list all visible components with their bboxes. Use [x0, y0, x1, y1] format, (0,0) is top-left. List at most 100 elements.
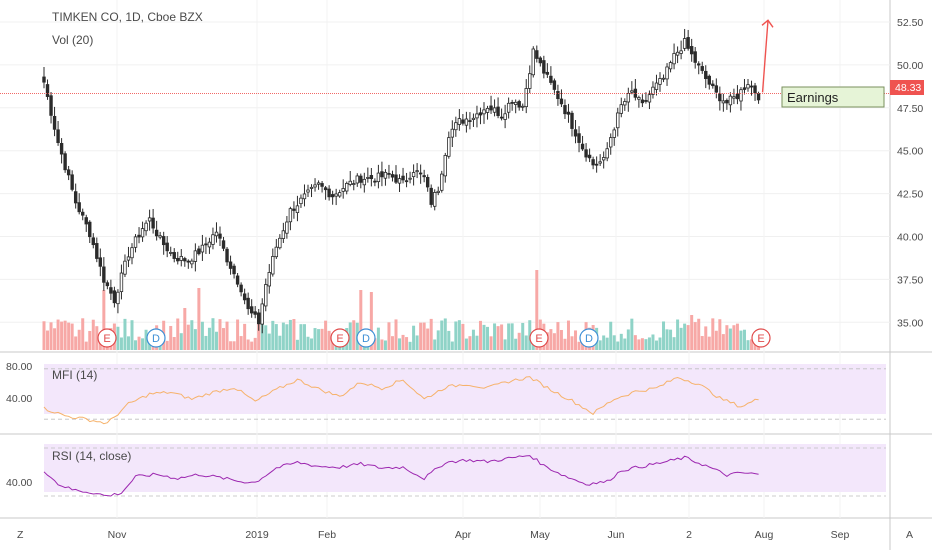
- candle-down: [172, 252, 176, 259]
- candle-down: [49, 95, 53, 116]
- event-letter: D: [585, 333, 593, 345]
- candle-down: [373, 180, 377, 183]
- candle-up: [264, 284, 268, 307]
- volume-bar: [77, 329, 81, 350]
- candle-down: [151, 217, 155, 229]
- volume-bar: [232, 341, 236, 350]
- volume-bar: [433, 339, 437, 350]
- candle-up: [433, 192, 437, 207]
- candle-down: [496, 106, 500, 117]
- volume-bar: [746, 340, 750, 350]
- rsi-label[interactable]: RSI (14, close): [52, 449, 131, 463]
- volume-label[interactable]: Vol (20): [52, 33, 93, 47]
- candle-up: [415, 170, 419, 173]
- candle-down: [418, 172, 423, 175]
- volume-bar: [95, 326, 99, 350]
- candle-down: [704, 70, 708, 80]
- mfi-label[interactable]: MFI (14): [52, 368, 97, 382]
- candle-up: [130, 247, 134, 259]
- volume-bar: [461, 323, 465, 350]
- candle-up: [383, 171, 388, 179]
- candle-down: [84, 217, 88, 225]
- earnings-event-marker[interactable]: E: [751, 328, 771, 348]
- volume-bar: [725, 325, 729, 350]
- volume-bar: [56, 319, 60, 350]
- candle-up: [348, 180, 352, 185]
- candle-down: [425, 176, 430, 188]
- candle-up: [337, 192, 342, 197]
- event-circle: [146, 328, 166, 348]
- volume-bar: [390, 336, 394, 350]
- volume-bar: [559, 329, 563, 350]
- earnings-event-marker[interactable]: E: [330, 328, 350, 348]
- volume-bar: [408, 341, 412, 350]
- volume-bar: [489, 336, 493, 350]
- candle-up: [306, 189, 310, 193]
- dividend-event-marker[interactable]: D: [146, 328, 166, 348]
- candle-up: [658, 78, 662, 85]
- auto-scale-button[interactable]: A: [906, 529, 913, 541]
- candle-down: [63, 153, 67, 171]
- indicator-lines: [43, 368, 886, 497]
- candle-down: [387, 173, 391, 175]
- candle-up: [119, 272, 124, 293]
- volume-bar: [574, 330, 578, 350]
- candle-down: [176, 258, 180, 262]
- candle-down: [510, 101, 514, 104]
- candle-down: [112, 290, 117, 304]
- earnings-annotation-label: Earnings: [787, 90, 839, 105]
- earnings-annotation[interactable]: Earnings: [781, 86, 885, 108]
- volume-bar: [176, 318, 180, 350]
- time-tick: 2019: [245, 529, 269, 541]
- volume-bar: [137, 336, 141, 350]
- candle-up: [274, 246, 279, 258]
- volume-bar: [672, 337, 676, 350]
- candle-down: [52, 115, 57, 130]
- dividend-event-marker[interactable]: D: [579, 328, 599, 348]
- candle-down: [753, 85, 757, 94]
- volume-bar: [380, 339, 384, 350]
- mfi-line: [43, 376, 759, 425]
- candle-down: [640, 99, 645, 104]
- volume-bar: [556, 322, 560, 350]
- candle-up: [411, 172, 416, 178]
- volume-bar: [426, 328, 430, 350]
- volume-bar: [742, 329, 746, 350]
- candle-down: [461, 119, 465, 124]
- volume-bar: [302, 324, 306, 350]
- candle-down: [545, 71, 550, 75]
- chart-title[interactable]: TIMKEN CO, 1D, Cboe BZX: [52, 10, 203, 24]
- volume-bar: [457, 320, 461, 350]
- candle-down: [98, 257, 103, 267]
- candle-down: [394, 174, 398, 183]
- earnings-event-marker[interactable]: E: [529, 328, 549, 348]
- candle-down: [559, 98, 564, 105]
- dividend-event-marker[interactable]: D: [356, 328, 376, 348]
- candle-down: [380, 171, 384, 178]
- mfi-band: [44, 364, 886, 414]
- volume-bar: [246, 339, 250, 350]
- candle-down: [542, 60, 546, 74]
- candle-up: [447, 137, 451, 157]
- candle-down: [735, 93, 740, 100]
- candle-down: [253, 311, 257, 315]
- candle-down: [390, 174, 395, 178]
- volume-bar: [126, 336, 130, 350]
- event-circle: [579, 328, 599, 348]
- last-price-value: 48.33: [895, 82, 921, 94]
- rsi-tick: 40.00: [6, 477, 32, 489]
- volume-bar: [739, 330, 743, 350]
- earnings-event-marker[interactable]: E: [97, 328, 117, 348]
- candle-up: [623, 101, 627, 106]
- volume-bar: [422, 322, 426, 350]
- candle-down: [556, 91, 560, 100]
- zoom-button[interactable]: Z: [17, 529, 24, 541]
- candle-down: [197, 248, 201, 255]
- candle-down: [742, 87, 747, 90]
- volume-bar: [398, 338, 402, 350]
- candle-down: [714, 85, 719, 93]
- candle-down: [499, 116, 504, 119]
- volume-bar: [281, 322, 285, 350]
